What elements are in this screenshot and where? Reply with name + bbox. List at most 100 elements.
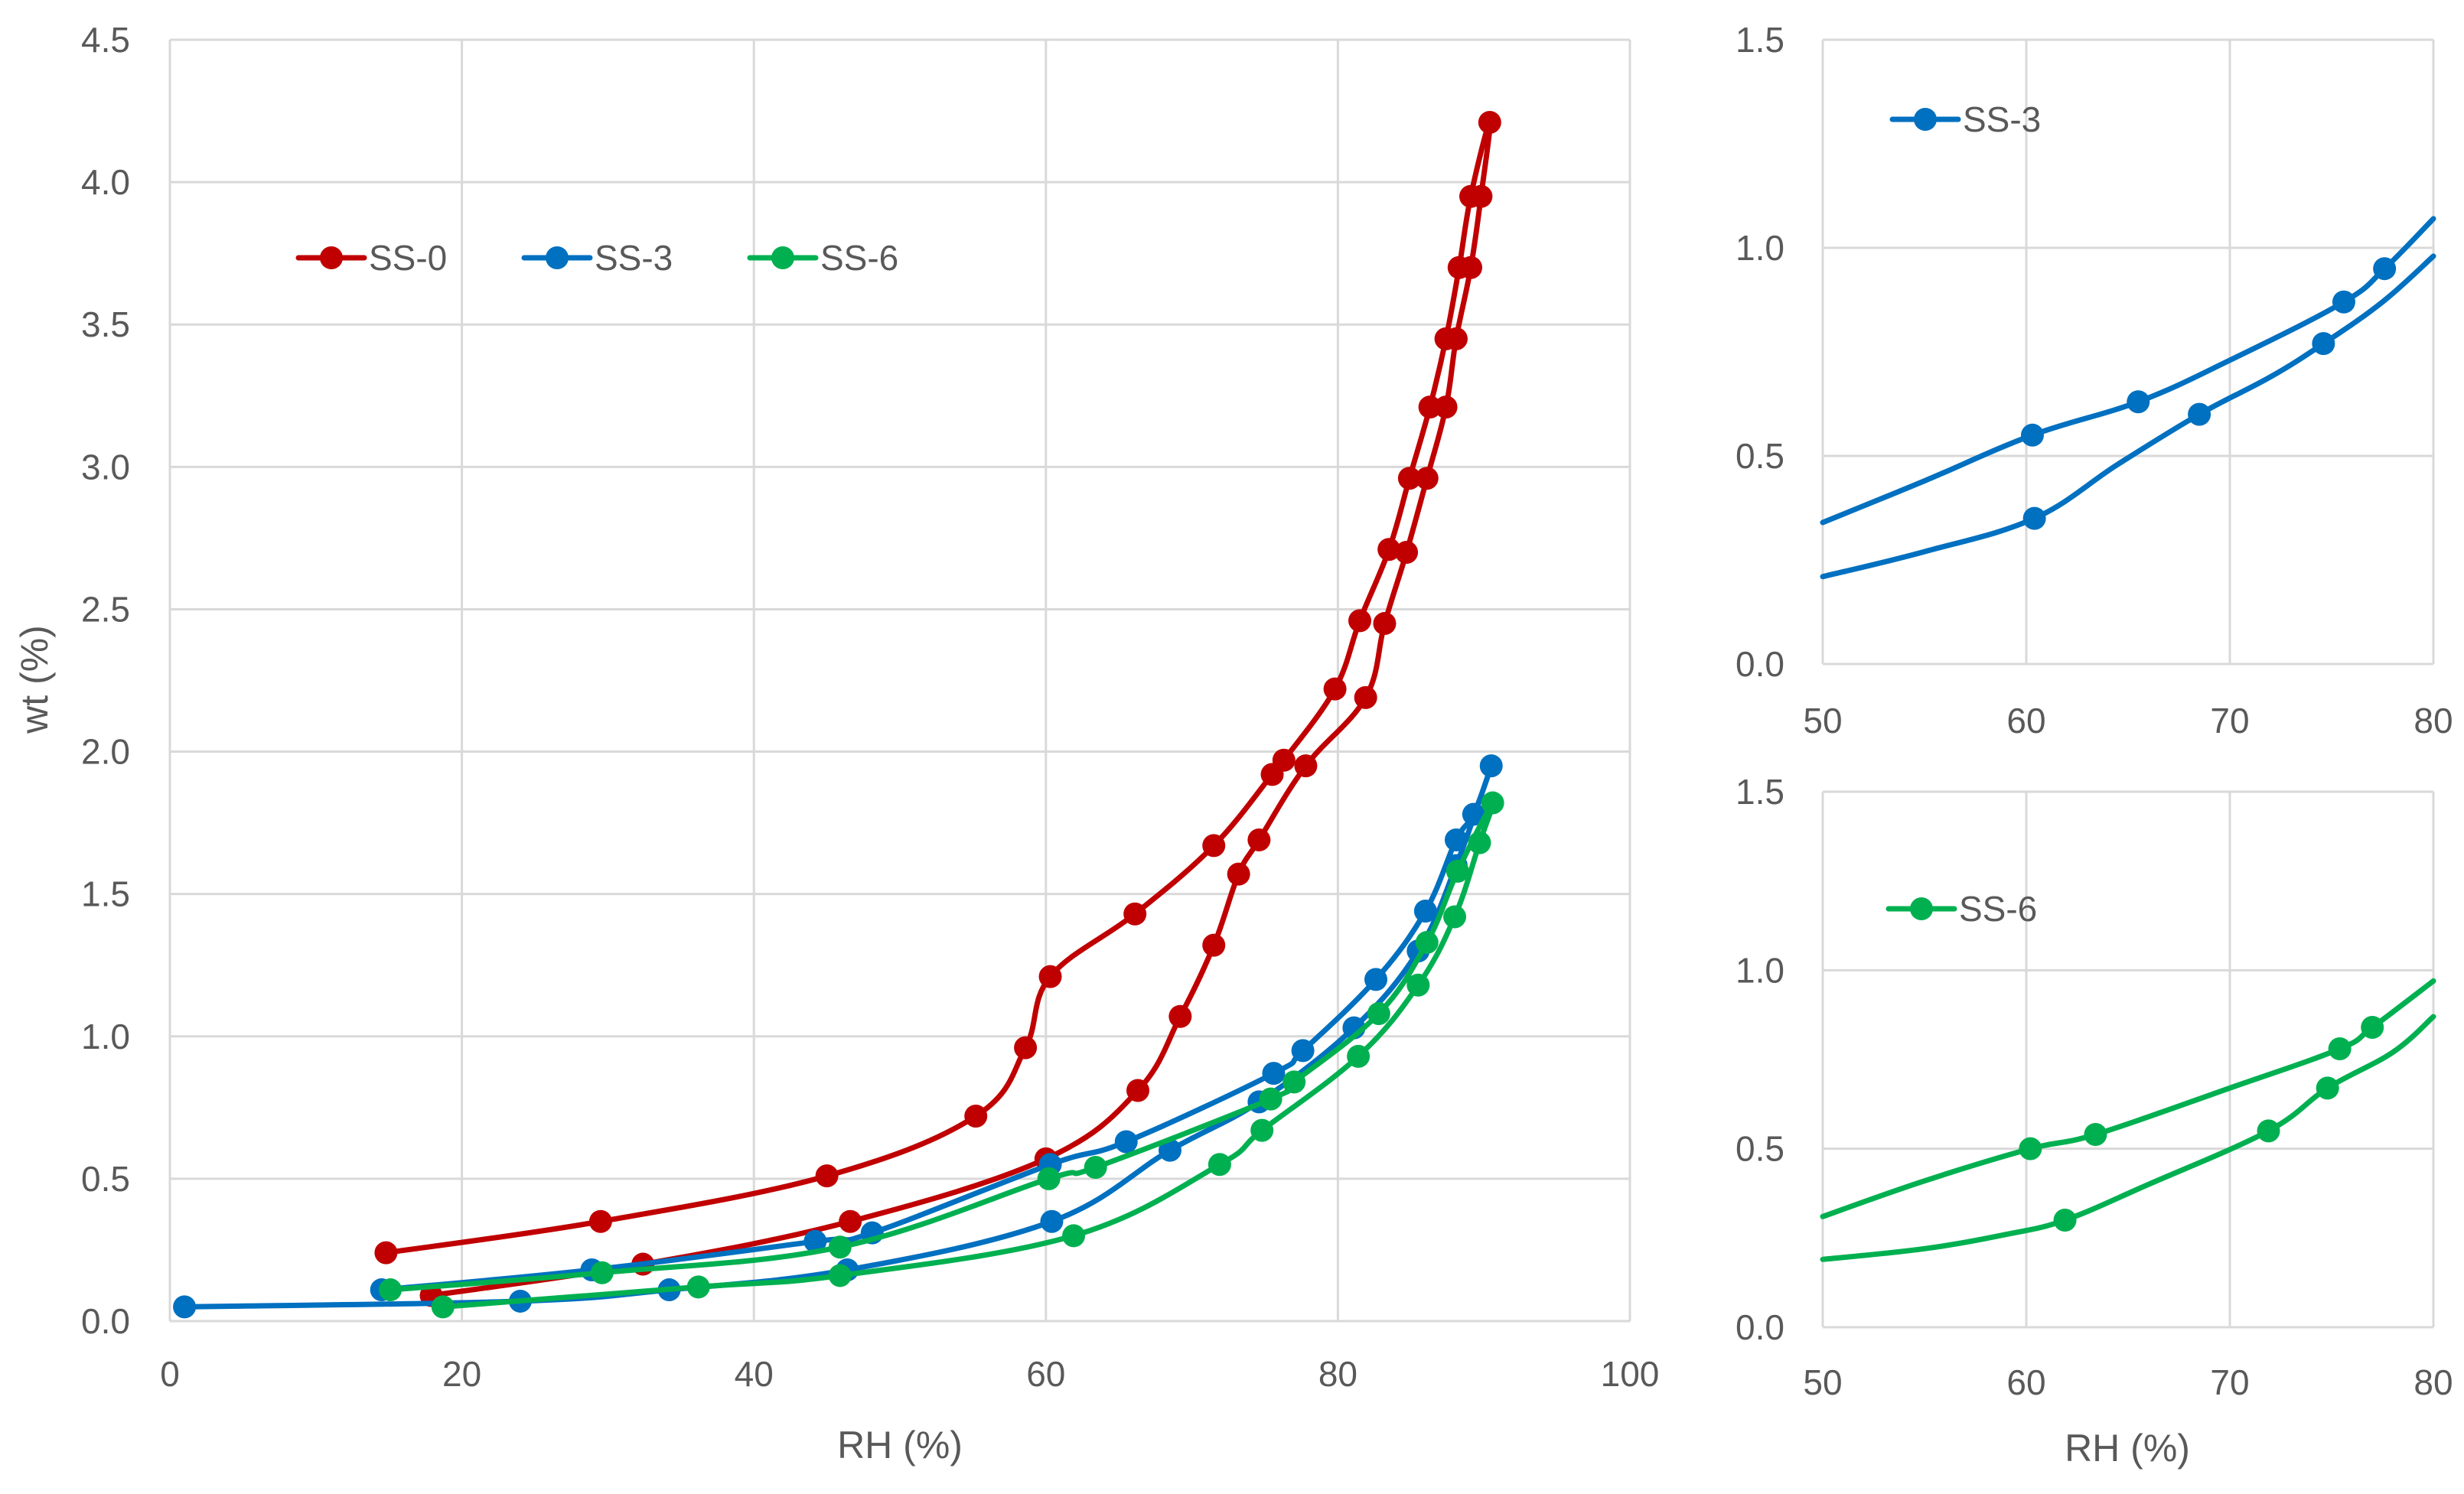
- data-point-SS-3: [1114, 1130, 1138, 1154]
- main-xtick-label: 80: [1318, 1354, 1357, 1394]
- data-point-SS-6: [1468, 831, 1491, 854]
- data-point-SS-6: [431, 1295, 455, 1319]
- data-point-SS-0: [1038, 965, 1062, 988]
- inset-ss3-xtick-label: 50: [1803, 701, 1842, 740]
- data-point-SS-6: [1062, 1224, 1086, 1248]
- data-point-SS-0: [1478, 110, 1501, 134]
- main-xtick-label: 20: [442, 1354, 481, 1394]
- inset-ss3-xtick-label: 70: [2210, 701, 2249, 740]
- data-point-SS-0: [1202, 933, 1226, 957]
- data-point-SS-3: [1291, 1039, 1315, 1063]
- legend-label-SS-0: SS-0: [369, 238, 447, 278]
- data-point-SS-3: [2332, 290, 2355, 314]
- inset-chart-ss6: 50 60 70 80 0.0 0.5 1.0 1.5 RH (%) SS-6: [1736, 772, 2453, 1470]
- data-point-SS-6: [2316, 1076, 2339, 1100]
- main-ytick-label: 3.5: [81, 304, 130, 344]
- data-point-SS-6: [1347, 1044, 1371, 1068]
- main-ytick-label: 1.0: [81, 1017, 130, 1056]
- legend-label-SS-6: SS-6: [820, 238, 898, 278]
- inset-ss6-x-axis-label: RH (%): [2065, 1427, 2190, 1470]
- data-point-SS-0: [1434, 395, 1458, 419]
- data-point-SS-0: [374, 1241, 398, 1265]
- data-point-SS-0: [1447, 256, 1471, 279]
- series-line-SS-6: [1820, 978, 2436, 1219]
- inset-ss6-legend: SS-6: [1885, 889, 2037, 929]
- data-point-SS-6: [2084, 1123, 2107, 1146]
- legend-label-SS-6: SS-6: [1959, 889, 2037, 929]
- legend-entry-SS-6: SS-6: [1885, 889, 2037, 929]
- data-point-SS-6: [1443, 905, 1467, 929]
- main-series: [173, 110, 1504, 1319]
- inset-ss6-ytick-label: 1.0: [1736, 950, 1784, 990]
- data-point-SS-0: [1395, 541, 1419, 564]
- data-point-SS-0: [1377, 538, 1401, 561]
- legend-marker-SS-0: [320, 246, 343, 269]
- inset-ss6-series: [1820, 978, 2436, 1262]
- data-point-SS-6: [379, 1278, 403, 1302]
- data-point-SS-3: [803, 1229, 827, 1253]
- data-point-SS-3: [1262, 1062, 1286, 1086]
- main-series-SS-0: [374, 110, 1501, 1307]
- data-point-SS-0: [1373, 612, 1397, 636]
- main-chart: 0 20 40 60 80 100 0.0 0.5 1.0 1.5 2.0 2.5 3.0 3.5 4.0 4…: [13, 20, 1659, 1466]
- main-ytick-label: 2.0: [81, 732, 130, 772]
- data-point-SS-0: [1168, 1004, 1192, 1028]
- data-point-SS-6: [2019, 1137, 2042, 1160]
- series-line-SS-0: [383, 119, 1493, 1298]
- main-ytick-label: 4.0: [81, 162, 130, 202]
- data-point-SS-0: [815, 1164, 839, 1188]
- inset-ss3-xtick-label: 80: [2413, 701, 2453, 740]
- series-line-SS-6: [1820, 1014, 2436, 1262]
- data-point-SS-6: [2257, 1119, 2280, 1143]
- legend-entry-SS-3: SS-3: [1889, 99, 2041, 139]
- legend-label-SS-3: SS-3: [595, 238, 673, 278]
- legend-label-SS-3: SS-3: [1963, 99, 2041, 139]
- data-point-SS-0: [1227, 862, 1250, 886]
- data-point-SS-0: [1434, 327, 1458, 350]
- inset-ss6-ytick-label: 1.5: [1736, 772, 1784, 812]
- main-y-axis-label: wt (%): [13, 625, 56, 734]
- data-point-SS-0: [1354, 685, 1377, 709]
- main-ytick-label: 3.0: [81, 447, 130, 487]
- data-point-SS-0: [1126, 1079, 1150, 1102]
- legend-entry-SS-6: SS-6: [747, 238, 898, 278]
- data-point-SS-0: [1415, 467, 1439, 490]
- series-line-SS-3: [1820, 216, 2436, 526]
- data-point-SS-3: [173, 1295, 197, 1319]
- data-point-SS-0: [588, 1209, 612, 1233]
- inset-ss6-gridlines: [1821, 790, 2435, 1329]
- legend-marker-SS-3: [1914, 108, 1937, 131]
- legend-entry-SS-3: SS-3: [521, 238, 673, 278]
- data-point-SS-0: [1418, 395, 1442, 419]
- data-point-SS-0: [1294, 754, 1318, 778]
- main-ytick-label: 2.5: [81, 589, 130, 629]
- data-point-SS-6: [1037, 1167, 1061, 1190]
- data-point-SS-3: [1462, 802, 1485, 826]
- inset-ss3-gridlines: [1821, 38, 2435, 666]
- main-gridlines: [168, 38, 1631, 1323]
- inset-ss6-ytick-label: 0.5: [1736, 1129, 1784, 1169]
- data-point-SS-0: [1397, 467, 1421, 490]
- data-point-SS-3: [1479, 754, 1503, 778]
- main-legend: SS-0 SS-3 SS-6: [295, 238, 898, 278]
- data-point-SS-0: [1459, 184, 1483, 208]
- main-xtick-label: 60: [1026, 1354, 1065, 1394]
- data-point-SS-6: [1367, 1002, 1390, 1025]
- inset-ss6-xtick-label: 50: [1803, 1362, 1842, 1402]
- data-point-SS-3: [2020, 423, 2044, 447]
- data-point-SS-3: [2373, 257, 2397, 281]
- data-point-SS-6: [1481, 791, 1504, 815]
- data-point-SS-6: [828, 1264, 852, 1287]
- inset-ss3-tick-labels: 50 60 70 80 0.0 0.5 1.0 1.5: [1736, 20, 2453, 740]
- main-xtick-label: 100: [1601, 1354, 1660, 1394]
- data-point-SS-3: [1040, 1209, 1064, 1233]
- inset-ss6-xtick-label: 60: [2006, 1362, 2045, 1402]
- inset-ss3-ytick-label: 1.0: [1736, 228, 1784, 268]
- inset-ss3-series-SS-3: [1820, 216, 2436, 580]
- data-point-SS-6: [1259, 1087, 1283, 1111]
- inset-ss3-legend: SS-3: [1889, 99, 2041, 139]
- inset-ss3-ytick-label: 0.0: [1736, 644, 1784, 684]
- main-xtick-label: 40: [735, 1354, 774, 1394]
- inset-ss6-series-SS-6: [1820, 978, 2436, 1262]
